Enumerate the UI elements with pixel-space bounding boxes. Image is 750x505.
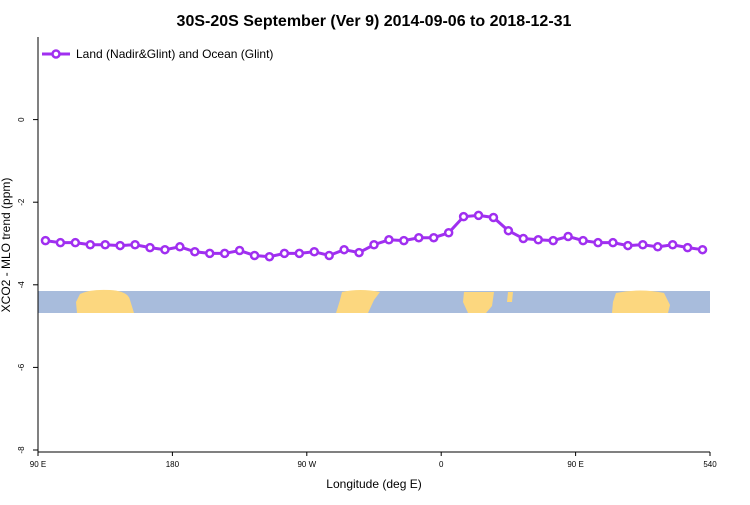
- point: [309, 247, 320, 257]
- point: [608, 237, 618, 248]
- x-tick-label: 90 W: [297, 460, 316, 469]
- point: [563, 231, 573, 242]
- point: [428, 232, 439, 243]
- point: [548, 235, 558, 246]
- point: [384, 235, 394, 245]
- y-tick-label: -6: [17, 363, 26, 371]
- point: [369, 239, 379, 250]
- point: [85, 239, 96, 250]
- land: [336, 290, 380, 313]
- y-axis-label: XCO2 - MLO trend (ppm): [0, 178, 13, 313]
- point: [40, 235, 51, 246]
- land: [612, 290, 670, 313]
- point: [638, 239, 648, 250]
- x-tick-label: 0: [439, 460, 444, 469]
- point: [458, 211, 469, 222]
- point: [145, 242, 155, 253]
- point: [443, 228, 454, 238]
- point: [324, 250, 334, 261]
- y-tick-label: -8: [17, 446, 26, 454]
- y-tick-label: 0: [17, 117, 26, 122]
- land: [463, 292, 494, 313]
- point: [55, 237, 66, 248]
- point: [190, 247, 200, 257]
- point: [354, 247, 364, 258]
- land: [76, 289, 134, 313]
- x-axis-label: Longitude (deg E): [326, 477, 421, 491]
- land: [507, 292, 513, 302]
- x-tick-label: 180: [166, 460, 180, 469]
- point: [115, 240, 125, 251]
- point: [414, 232, 424, 243]
- x-tick-label: 90 E: [567, 460, 583, 469]
- y-tick-label: -2: [17, 198, 26, 206]
- point: [488, 212, 499, 223]
- point: [219, 248, 230, 259]
- point: [399, 235, 409, 246]
- point: [473, 210, 484, 221]
- point: [294, 248, 305, 259]
- point: [697, 244, 708, 255]
- point: [234, 245, 245, 256]
- legend-marker: [51, 49, 61, 59]
- y-tick-label: -4: [17, 281, 26, 289]
- series-line: [45, 213, 703, 259]
- point: [175, 242, 185, 252]
- chart-title: 30S-20S September (Ver 9) 2014-09-06 to …: [177, 13, 572, 30]
- point: [578, 235, 588, 246]
- point: [652, 242, 663, 252]
- point: [130, 239, 140, 250]
- map-strip: [38, 289, 710, 313]
- point: [279, 248, 290, 259]
- point: [339, 244, 349, 255]
- point: [100, 239, 110, 250]
- point: [204, 248, 215, 259]
- point: [623, 240, 633, 251]
- legend-label: Land (Nadir&Glint) and Ocean (Glint): [76, 47, 273, 61]
- point: [682, 242, 693, 253]
- point: [533, 235, 544, 245]
- x-tick-label: 540: [703, 460, 717, 469]
- x-tick-label: 90 E: [30, 460, 46, 469]
- point: [667, 239, 678, 250]
- point: [249, 250, 260, 261]
- point: [264, 251, 275, 262]
- ocean: [38, 291, 710, 313]
- point: [503, 225, 514, 236]
- point: [70, 237, 81, 248]
- point: [518, 233, 529, 244]
- point: [160, 244, 170, 255]
- point: [593, 237, 603, 248]
